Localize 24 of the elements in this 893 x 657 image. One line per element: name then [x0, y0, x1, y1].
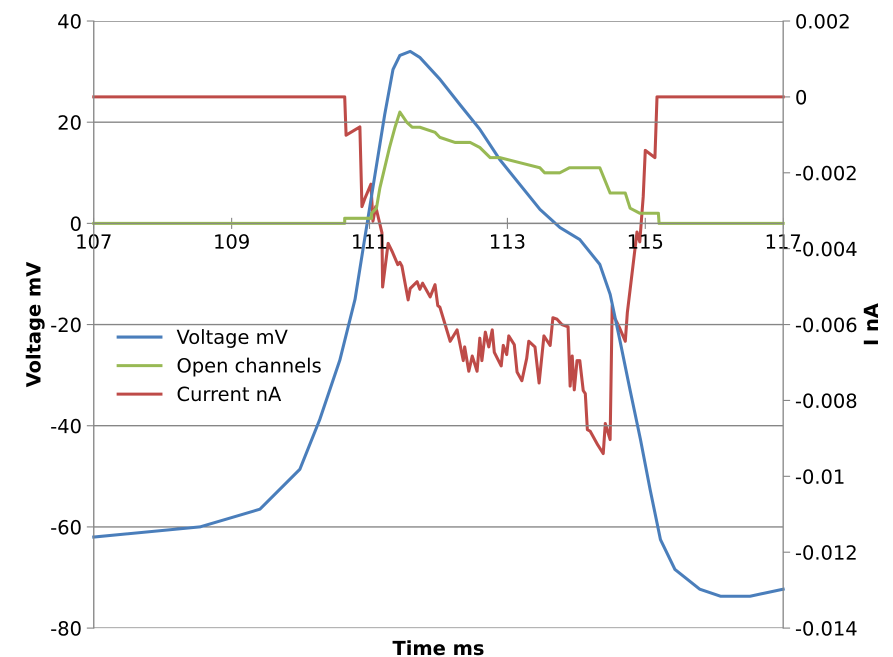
- y-tick-label: 20: [58, 115, 81, 130]
- x-tick-label: 113: [490, 234, 524, 249]
- x-tick-label: 107: [77, 234, 111, 249]
- y2-tick-label: -0.008: [796, 393, 856, 408]
- y-tick-label: -80: [51, 621, 81, 636]
- y2-tick-label: -0.006: [796, 318, 856, 332]
- x-axis-title: Time ms: [392, 640, 484, 656]
- y2-tick-label: -0.012: [796, 545, 856, 560]
- y2-tick-label: -0.01: [796, 469, 844, 484]
- y-tick-label: -40: [51, 418, 81, 434]
- y2-tick-label: 0.002: [796, 14, 849, 29]
- y-tick-label: 0: [70, 216, 81, 232]
- y2-axis-title: I nA: [864, 303, 878, 344]
- legend-label: Current nA: [178, 386, 282, 402]
- legend-label: Voltage mV: [176, 329, 288, 348]
- y2-tick-label: 0: [796, 90, 806, 105]
- y-tick-label: -20: [51, 318, 81, 332]
- x-tick-label: 109: [215, 234, 249, 249]
- y2-tick-label: -0.014: [796, 621, 857, 636]
- legend-label: Open channels: [178, 358, 321, 376]
- y-tick-label: -60: [51, 520, 81, 535]
- y-tick-label: 40: [58, 14, 81, 29]
- y-axis-title: Voltage mV: [26, 262, 45, 388]
- y2-tick-label: -0.002: [796, 166, 856, 180]
